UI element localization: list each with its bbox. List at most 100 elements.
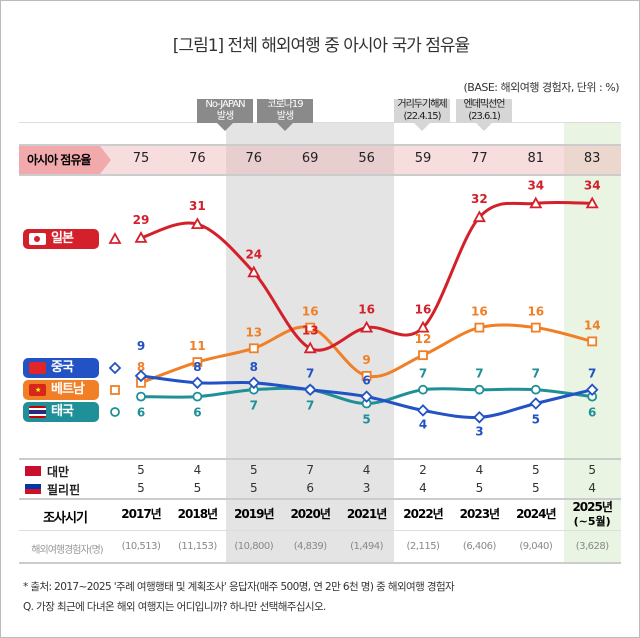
japan-data-label: 31 xyxy=(189,199,206,213)
thailand-data-label: 7 xyxy=(532,367,540,381)
respondents-value: (4,839) xyxy=(293,541,327,552)
vietnam-legend-marker xyxy=(110,385,120,395)
row-label: 대만 xyxy=(47,465,70,479)
table-cell: 5 xyxy=(137,481,145,495)
asia-share-value: 56 xyxy=(358,151,375,166)
thailand-point xyxy=(192,391,203,402)
thailand-data-label: 7 xyxy=(250,399,258,413)
period-label: 조사시기 xyxy=(43,511,88,526)
japan-point xyxy=(472,210,486,223)
asia-share-value: 75 xyxy=(132,151,150,166)
period-year-sub: (~5월) xyxy=(573,515,611,528)
japan-legend-marker xyxy=(108,232,122,244)
vietnam-flag-icon: ★ xyxy=(29,384,46,396)
table-cell: 5 xyxy=(249,481,258,495)
period-year: 2025년 xyxy=(572,500,612,514)
thailand-point xyxy=(474,384,485,395)
table-cell: 4 xyxy=(475,463,484,477)
japan-data-label: 16 xyxy=(415,303,432,317)
vietnam-point xyxy=(305,322,316,333)
china-data-label: 3 xyxy=(475,424,483,438)
vietnam-data-label: 14 xyxy=(584,318,601,332)
footnote-source: * 출처: 2017~2025 '주례 여행행태 및 계획조사' 응답자(매주 … xyxy=(23,581,455,593)
vietnam-point xyxy=(361,370,372,381)
period-year: 2018년 xyxy=(177,507,218,521)
japan-point xyxy=(134,231,148,243)
table-rule xyxy=(19,498,621,500)
japan-data-label: 24 xyxy=(245,247,262,261)
asia-share-value: 76 xyxy=(245,151,263,166)
china-data-label: 6 xyxy=(362,374,370,388)
respondents-label: 해외여행경험자(명) xyxy=(31,545,103,556)
thailand-point xyxy=(136,391,146,402)
china-data-label: 9 xyxy=(137,339,145,353)
vietnam-point xyxy=(587,336,598,347)
japan-point xyxy=(247,265,261,278)
thailand-data-label: 7 xyxy=(475,367,483,381)
period-year: 2019년 xyxy=(234,507,274,521)
table-cell: 4 xyxy=(193,463,202,477)
vietnam-point xyxy=(192,357,203,368)
china-data-label: 4 xyxy=(419,417,427,431)
table-cell: 5 xyxy=(588,463,596,477)
table-rule xyxy=(19,458,621,460)
base-note: (BASE: 해외여행 경험자, 단위 : %) xyxy=(463,81,619,94)
china-point xyxy=(134,369,148,383)
asia-share-value: 77 xyxy=(471,151,488,166)
japan-point xyxy=(303,341,317,354)
china-point xyxy=(585,383,599,396)
table-cell: 5 xyxy=(193,481,202,495)
thailand-data-label: 6 xyxy=(193,406,201,420)
china-legend-marker xyxy=(108,361,122,375)
philippines-flag-icon xyxy=(25,484,41,494)
vietnam-data-label: 16 xyxy=(302,305,319,319)
thailand-data-label: 7 xyxy=(419,367,427,381)
footnotes: * 출처: 2017~2025 '주례 여행행태 및 계획조사' 응답자(매주 … xyxy=(23,577,455,617)
period-year: 2023년 xyxy=(459,507,500,521)
vietnam-data-label: 16 xyxy=(471,305,488,319)
asia-share-label: 아시아 점유율 xyxy=(19,146,111,174)
thailand-data-label: 6 xyxy=(588,406,596,420)
japan-data-label: 34 xyxy=(584,178,601,192)
respondents-value: (1,494) xyxy=(350,541,384,552)
period-year: 2022년 xyxy=(403,507,443,521)
taiwan-flag-icon xyxy=(25,466,41,476)
china-data-label: 8 xyxy=(250,360,258,374)
japan-point xyxy=(190,217,204,229)
period-year: 2020년 xyxy=(290,507,330,521)
japan-point xyxy=(585,196,599,209)
respondents-value: (6,406) xyxy=(462,541,496,552)
table-cell: 5 xyxy=(531,463,540,477)
period-year: 2017년 xyxy=(121,507,161,521)
event-tag-distancing-lifted: 거리두기해제 (22.4.15) xyxy=(394,99,450,131)
period-year: 2021년 xyxy=(346,507,387,521)
vietnam-data-label: 13 xyxy=(245,325,262,339)
china-data-label: 5 xyxy=(532,413,540,427)
china-data-label: 7 xyxy=(588,367,596,381)
vietnam-data-label: 16 xyxy=(527,305,544,319)
table-cell: 5 xyxy=(249,463,258,477)
china-point xyxy=(416,404,430,417)
china-point xyxy=(303,383,317,396)
respondents-value: (9,040) xyxy=(519,541,553,552)
thailand-data-label: 6 xyxy=(137,406,145,420)
legend-japan: 일본 xyxy=(23,229,99,249)
table-rule xyxy=(19,562,621,564)
vietnam-data-label: 9 xyxy=(362,353,370,367)
japan-data-label: 34 xyxy=(527,178,544,192)
china-point xyxy=(473,411,486,424)
vietnam-point xyxy=(418,350,428,361)
thailand-flag-icon xyxy=(29,406,46,418)
table-cell: 4 xyxy=(419,481,427,495)
japan-data-label: 32 xyxy=(471,192,488,206)
top-rule xyxy=(19,122,621,123)
thailand-legend-marker xyxy=(110,407,120,417)
japan-data-label: 29 xyxy=(133,213,150,227)
respondents-value: (10,800) xyxy=(234,541,274,552)
table-cell: 5 xyxy=(475,481,484,495)
thailand-point xyxy=(530,384,541,395)
chart-title: [그림1] 전체 해외여행 중 아시아 국가 점유율 xyxy=(172,36,470,56)
china-point xyxy=(529,397,543,410)
japan-point xyxy=(360,320,374,333)
